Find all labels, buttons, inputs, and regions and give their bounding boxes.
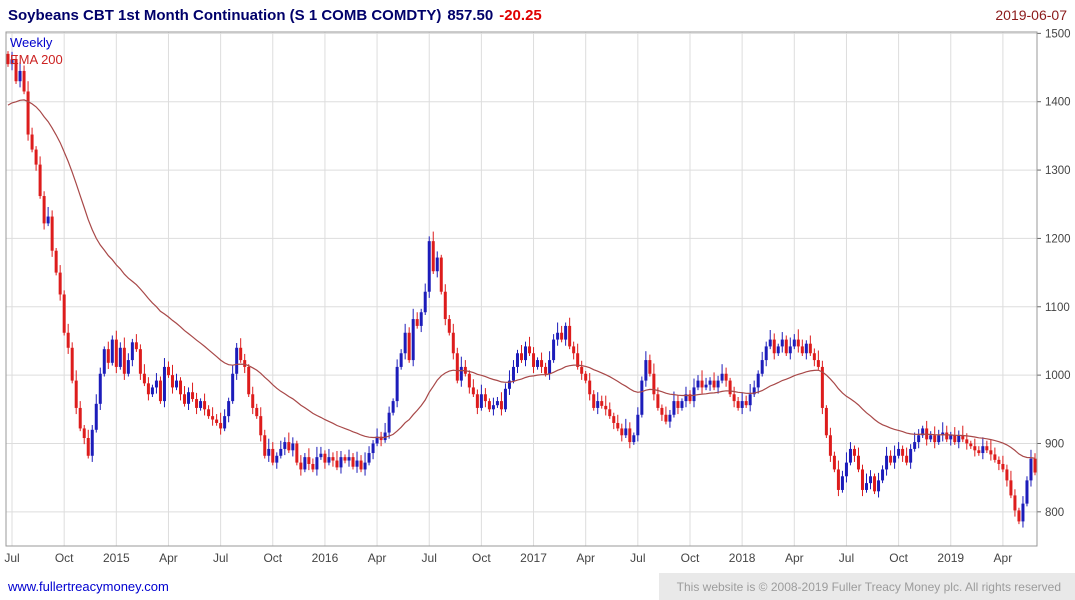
page-title: Soybeans CBT 1st Month Continuation (S 1… — [8, 6, 442, 24]
chart-area: Jul Oct 2015 Apr Jul Oct 2016 Apr Jul Oct 2017 Apr J… — [0, 28, 1075, 573]
svg-text:Apr: Apr — [785, 551, 804, 565]
svg-text:Apr: Apr — [576, 551, 595, 565]
svg-text:2018: 2018 — [729, 551, 756, 565]
chart-header: Soybeans CBT 1st Month Continuation (S 1… — [0, 0, 1075, 28]
svg-text:Jul: Jul — [4, 551, 19, 565]
svg-text:1100: 1100 — [1045, 302, 1070, 314]
svg-text:2016: 2016 — [312, 551, 339, 565]
title-group: Soybeans CBT 1st Month Continuation (S 1… — [8, 7, 542, 24]
svg-text:Jul: Jul — [839, 551, 854, 565]
svg-text:1200: 1200 — [1045, 233, 1071, 245]
price-change: -20.25 — [499, 6, 542, 24]
svg-text:Apr: Apr — [994, 551, 1013, 565]
last-price: 857.50 — [447, 6, 494, 24]
svg-text:Oct: Oct — [681, 551, 700, 565]
svg-text:Jul: Jul — [630, 551, 645, 565]
svg-text:2015: 2015 — [103, 551, 130, 565]
svg-text:1400: 1400 — [1045, 97, 1071, 109]
chart-date: 2019-06-07 — [995, 7, 1067, 23]
svg-text:Oct: Oct — [889, 551, 908, 565]
footer: www.fullertreacymoney.com This website i… — [0, 573, 1075, 600]
svg-text:800: 800 — [1045, 507, 1064, 519]
copyright-text: This website is © 2008-2019 Fuller Treac… — [658, 573, 1075, 600]
svg-text:Oct: Oct — [263, 551, 282, 565]
svg-text:2017: 2017 — [520, 551, 547, 565]
svg-text:1000: 1000 — [1045, 370, 1071, 382]
svg-text:1300: 1300 — [1045, 165, 1071, 177]
price-chart[interactable]: Jul Oct 2015 Apr Jul Oct 2016 Apr Jul Oct 2017 Apr J… — [0, 28, 1075, 573]
svg-text:Jul: Jul — [422, 551, 437, 565]
svg-text:Oct: Oct — [55, 551, 74, 565]
svg-text:1500: 1500 — [1045, 28, 1071, 40]
svg-text:2019: 2019 — [937, 551, 964, 565]
svg-text:900: 900 — [1045, 438, 1064, 450]
svg-text:Oct: Oct — [472, 551, 491, 565]
svg-text:Apr: Apr — [159, 551, 178, 565]
svg-text:Jul: Jul — [213, 551, 228, 565]
site-link[interactable]: www.fullertreacymoney.com — [8, 579, 169, 594]
svg-text:Apr: Apr — [368, 551, 387, 565]
